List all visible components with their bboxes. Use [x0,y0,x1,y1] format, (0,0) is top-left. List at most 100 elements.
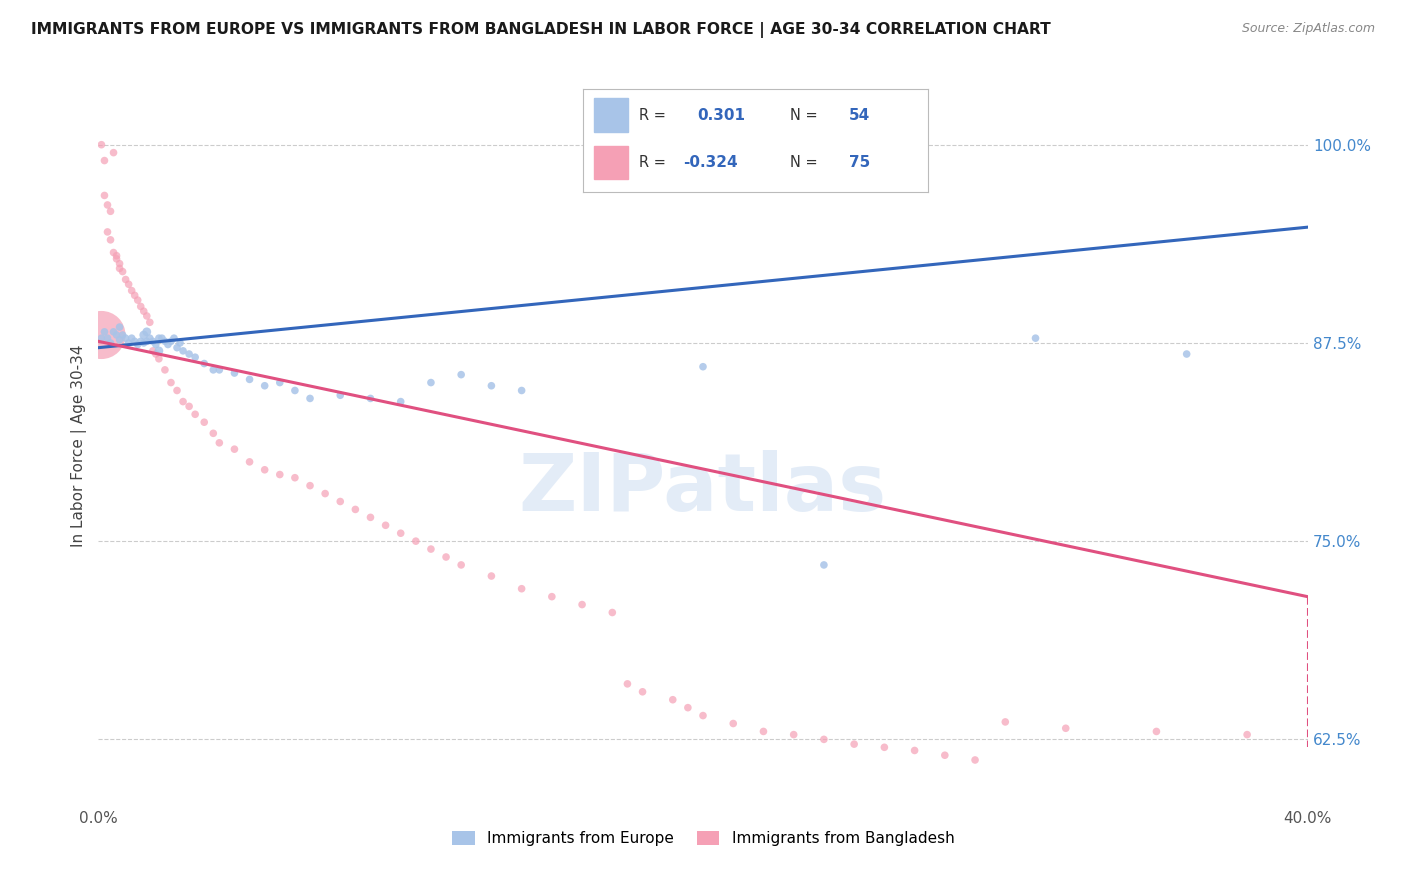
Point [269,376,291,390]
Point [108,320,131,334]
Point [135,334,157,349]
Point [1144,724,1167,739]
Point [184,407,207,421]
Point [93,153,115,168]
Point [166,384,188,398]
Point [96,198,118,212]
Text: N =: N = [790,108,818,123]
Point [90,331,112,345]
Text: N =: N = [790,155,818,170]
Point [934,748,956,763]
Point [100,204,122,219]
Point [160,376,183,390]
Point [994,714,1017,729]
Point [108,257,131,271]
Point [145,337,167,351]
Point [103,325,125,339]
Text: Source: ZipAtlas.com: Source: ZipAtlas.com [1241,22,1375,36]
Point [132,335,155,350]
Point [676,700,699,714]
Point [172,343,194,358]
Point [510,384,533,398]
Point [96,225,118,239]
Point [783,728,806,742]
Point [105,249,128,263]
Point [374,518,396,533]
Point [253,378,276,392]
Point [510,582,533,596]
Point [90,328,112,343]
Point [172,394,194,409]
Point [153,363,176,377]
Point [163,331,186,345]
Point [692,708,714,723]
Point [132,328,155,343]
Point [904,743,927,757]
Legend: Immigrants from Europe, Immigrants from Bangladesh: Immigrants from Europe, Immigrants from … [446,824,960,852]
Point [420,542,443,557]
Text: 75: 75 [849,155,870,170]
Point [179,347,201,361]
Point [1236,728,1258,742]
Bar [593,145,628,179]
Point [184,350,207,364]
Point [239,455,262,469]
Text: R =: R = [638,155,665,170]
Point [124,334,146,349]
Point [148,351,170,366]
Point [127,337,149,351]
Point [616,677,638,691]
Point [111,328,134,343]
Point [132,304,155,318]
Point [169,335,191,350]
Point [389,394,412,409]
Point [179,400,201,414]
Point [105,252,128,266]
Point [93,188,115,202]
Point [360,510,382,524]
Point [96,331,118,345]
Point [224,366,246,380]
Point [661,692,683,706]
Y-axis label: In Labor Force | Age 30-34: In Labor Force | Age 30-34 [72,344,87,548]
Point [108,333,131,347]
Point [208,435,231,450]
Point [93,325,115,339]
Point [166,341,188,355]
Point [135,309,157,323]
Point [389,526,412,541]
Point [329,388,352,402]
Point [299,478,322,492]
Point [160,334,183,349]
Point [450,558,472,572]
Point [752,724,775,739]
Point [314,486,336,500]
Point [1024,331,1046,345]
Point [118,277,141,292]
Point [142,343,165,358]
Bar [593,98,628,132]
Text: ZIPatlas: ZIPatlas [519,450,887,528]
Point [873,740,896,755]
Point [602,606,624,620]
Point [124,288,146,302]
Point [844,737,866,751]
Point [284,384,307,398]
Point [111,264,134,278]
Point [239,372,262,386]
Point [103,245,125,260]
Point [135,325,157,339]
Point [193,357,215,371]
Text: -0.324: -0.324 [683,155,738,170]
Point [121,284,143,298]
Point [193,415,215,429]
Point [571,598,593,612]
Text: 0.301: 0.301 [697,108,745,123]
Point [253,463,276,477]
Point [139,315,162,329]
Point [105,328,128,343]
Point [284,471,307,485]
Point [118,335,141,350]
Point [224,442,246,457]
Point [329,494,352,508]
